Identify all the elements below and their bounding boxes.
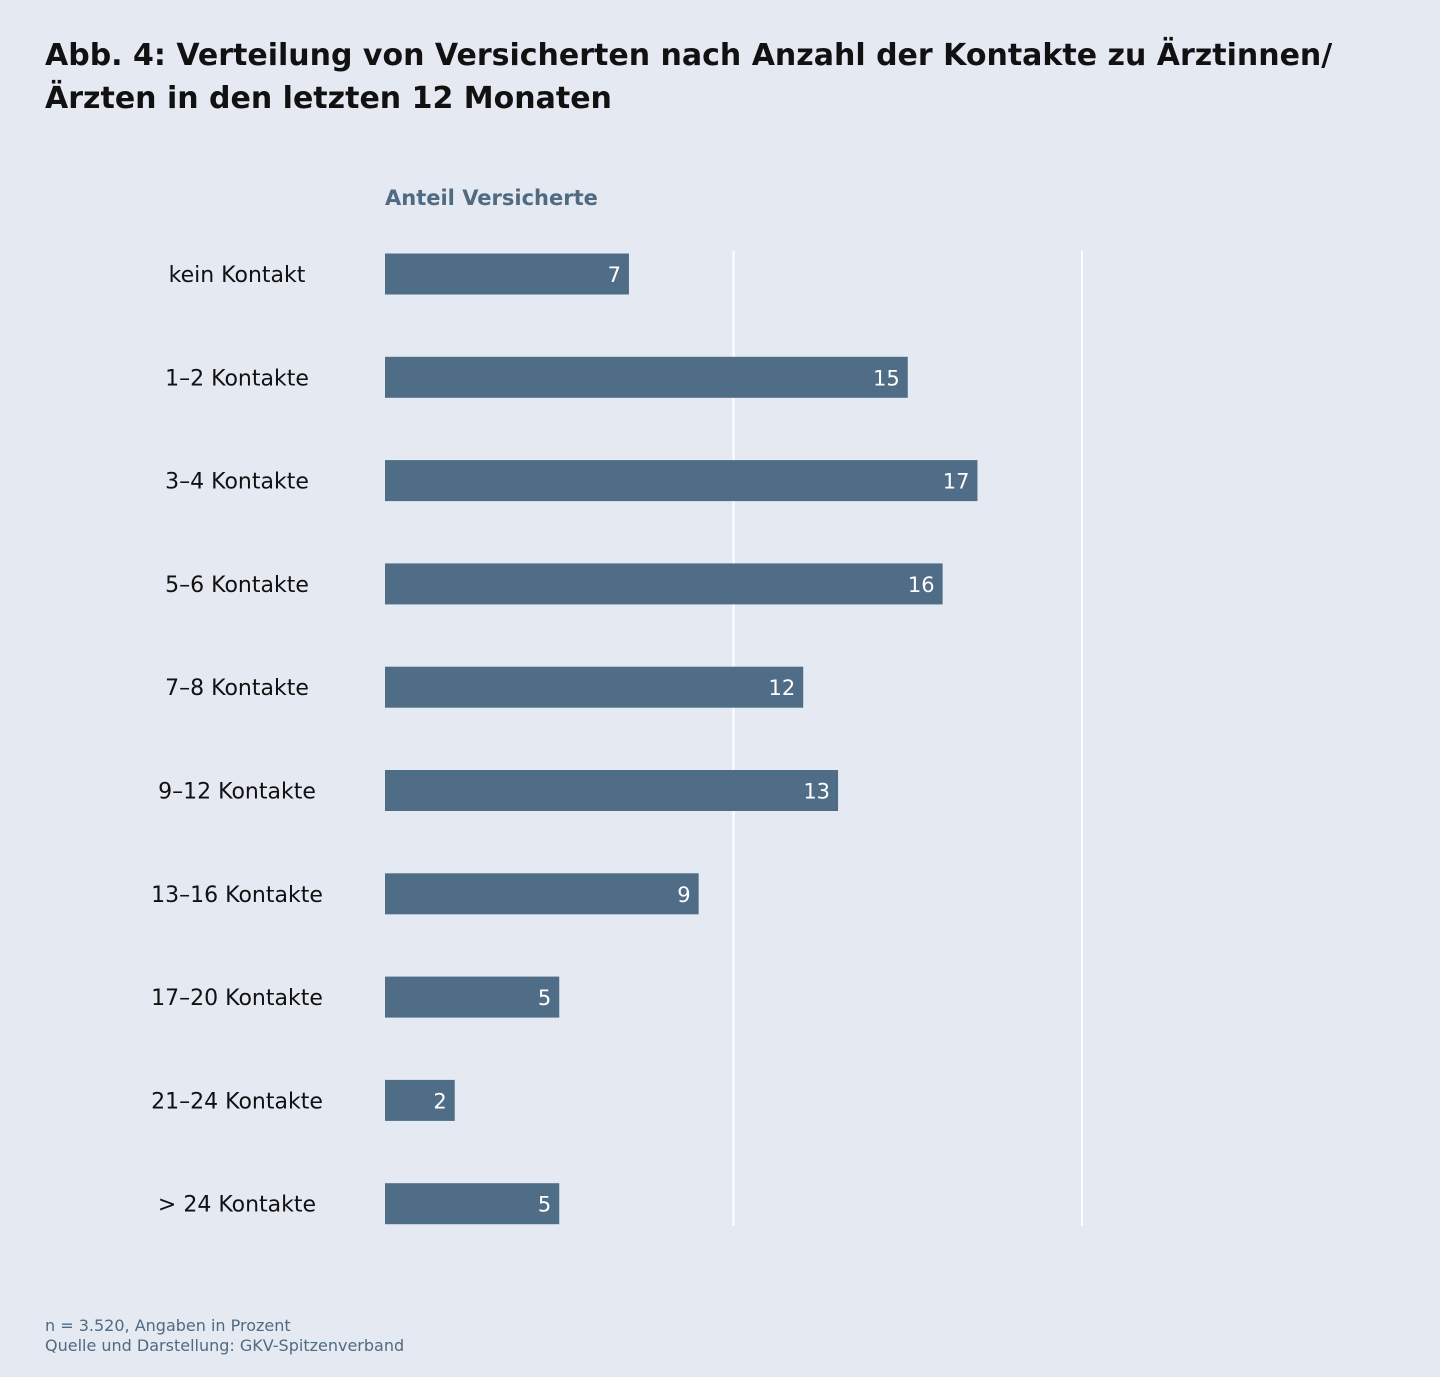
- data-label: 15: [873, 366, 900, 390]
- data-label: 16: [908, 573, 935, 597]
- category-label: 5–6 Kontakte: [165, 573, 309, 598]
- data-label: 7: [608, 263, 621, 287]
- data-label: 12: [768, 676, 795, 700]
- data-label: 17: [943, 470, 970, 494]
- bar: [385, 873, 699, 915]
- category-label: 13–16 Kontakte: [151, 883, 323, 908]
- category-label: 3–4 Kontakte: [165, 470, 309, 495]
- category-label: 17–20 Kontakte: [151, 986, 323, 1011]
- category-label: 7–8 Kontakte: [165, 676, 309, 701]
- chart-title: Abb. 4: Verteilung von Versicherten nach…: [45, 38, 1333, 116]
- data-label: 5: [538, 986, 551, 1010]
- bar: [385, 460, 978, 502]
- category-label: kein Kontakt: [169, 263, 306, 288]
- category-label: 21–24 Kontakte: [151, 1089, 323, 1114]
- chart-footer: n = 3.520, Angaben in Prozent Quelle und…: [45, 1316, 404, 1356]
- data-label: 2: [433, 1089, 446, 1113]
- category-label: 1–2 Kontakte: [165, 366, 309, 391]
- source-note: Quelle und Darstellung: GKV-Spitzenverba…: [45, 1336, 405, 1355]
- bar: [385, 563, 943, 605]
- category-label: > 24 Kontakte: [158, 1193, 316, 1218]
- bar: [385, 1183, 560, 1225]
- bar: [385, 1079, 455, 1121]
- data-label: 9: [677, 883, 690, 907]
- category-label: 9–12 Kontakte: [158, 780, 316, 805]
- sample-note: n = 3.520, Angaben in Prozent: [45, 1316, 291, 1335]
- bar: [385, 976, 560, 1018]
- bar: [385, 356, 908, 398]
- bar: [385, 770, 839, 811]
- data-label: 13: [803, 780, 830, 804]
- value-axis-label: Anteil Versicherte: [385, 186, 598, 210]
- data-label: 5: [538, 1193, 551, 1217]
- bar: [385, 666, 804, 708]
- bar: [385, 253, 629, 295]
